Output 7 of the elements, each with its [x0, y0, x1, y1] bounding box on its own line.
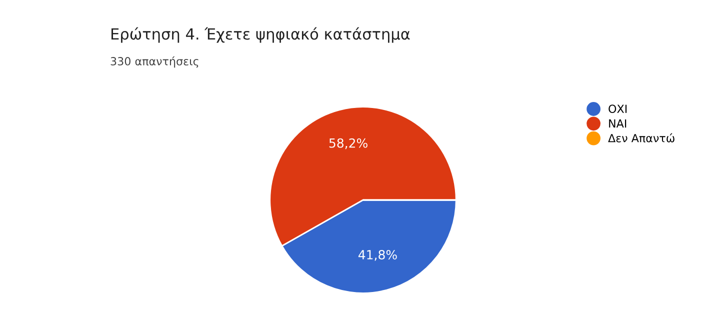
data-label: 58,2%: [329, 138, 368, 150]
text: 330 απαντήσεις: [110, 56, 198, 68]
data-label: 41,8%: [358, 250, 397, 261]
legend-label: ΝΑΙ: [609, 119, 626, 128]
legend-label: ΟΧΙ: [608, 104, 627, 114]
chart-title: Ερώτηση 4. Έχετε ψηφιακό κατάστημα: [112, 27, 410, 43]
legend-label: Δεν Απαντώ: [608, 133, 674, 142]
